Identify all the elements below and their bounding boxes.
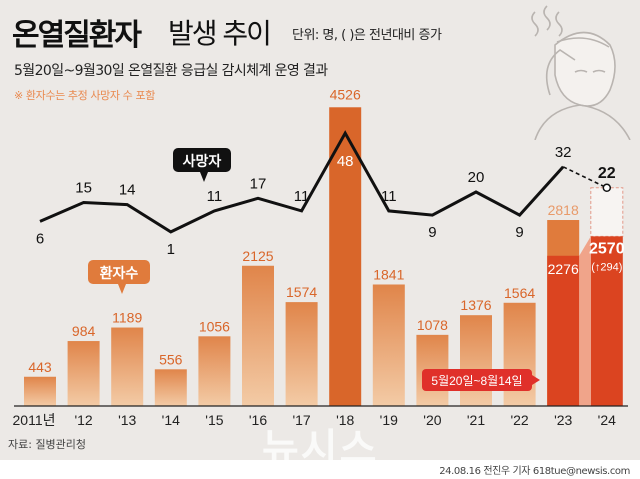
bar-2024-projection-box	[590, 187, 624, 237]
footnote: ※ 환자수는 추정 사망자 수 포함	[14, 89, 155, 102]
bar-value-label: 1056	[199, 318, 230, 334]
comparison-connector	[579, 236, 591, 406]
death-value-label: 17	[250, 175, 267, 192]
death-value-label: 20	[468, 169, 485, 186]
credit-label: 24.08.16 전진우 기자 618tue@newsis.com	[439, 466, 630, 477]
bar-value-label: 556	[159, 351, 183, 367]
bar-value-label: 2125	[242, 248, 273, 264]
increase-label: (↑294)	[591, 261, 622, 273]
x-tick-label: '19	[380, 412, 398, 428]
x-tick-label: '21	[467, 412, 485, 428]
bar-value-label: 1574	[286, 284, 317, 300]
bar-1	[67, 341, 100, 406]
legend-patients-callout: 환자수	[88, 260, 150, 294]
legend-deaths-callout: 사망자	[173, 148, 231, 182]
bar-value-label: 1189	[112, 310, 142, 326]
bar-0	[24, 376, 56, 406]
chart-title: 온열질환자	[12, 18, 142, 53]
death-value-label: 11	[381, 188, 397, 205]
x-tick-label: '17	[292, 412, 310, 428]
death-value-label: 32	[555, 144, 572, 161]
death-value-label: 11	[294, 188, 310, 205]
bar-value-label: 984	[72, 323, 96, 339]
bar-13	[590, 236, 623, 406]
heat-illness-person-illustration	[531, 5, 631, 140]
bar-value-label: 2818	[548, 202, 579, 218]
death-value-label: 48	[337, 153, 354, 170]
bar-10	[460, 315, 492, 406]
unit-note: 단위: 명, ( )은 전년대비 증가	[292, 28, 442, 43]
bar-5	[242, 265, 274, 406]
bar-2023-partial-label: 2276	[548, 261, 579, 277]
bar-value-label: 1376	[460, 297, 491, 313]
x-tick-label: '22	[510, 412, 528, 428]
bar-8	[372, 284, 405, 406]
legend-deaths-label: 사망자	[183, 153, 222, 169]
bar-3	[154, 369, 187, 406]
bar-2	[111, 327, 144, 406]
x-tick-label: '24	[598, 412, 616, 428]
death-value-label: 9	[515, 224, 523, 241]
partial-period-callout: 5월20일~8월14일	[422, 369, 540, 391]
deaths-line-projection	[562, 166, 608, 189]
death-value-label: 14	[119, 182, 136, 199]
bar-2023-partial	[547, 255, 580, 406]
legend-patients-label: 환자수	[100, 265, 139, 281]
x-tick-label: '12	[74, 412, 92, 428]
newsis-watermark: 뉴시스	[262, 426, 379, 472]
x-tick-label: '23	[554, 412, 572, 428]
source-label: 자료: 질병관리청	[8, 438, 87, 451]
bar-4	[198, 336, 231, 406]
bar-value-label: 1564	[504, 285, 535, 301]
deaths-point-2024	[602, 183, 612, 193]
death-value-label: 11	[207, 188, 223, 205]
deaths-line	[39, 130, 565, 234]
death-value-label: 1	[167, 241, 175, 258]
partial-period-label: 5월20일~8월14일	[431, 374, 522, 388]
x-tick-label: '18	[336, 412, 354, 428]
bar-6	[285, 302, 318, 406]
bar-7	[329, 107, 362, 406]
death-value-label: 15	[75, 180, 92, 197]
death-value-label: 9	[428, 224, 436, 241]
chart-subtitle: 5월20일~9월30일 온열질환 응급실 감시체계 운영 결과	[14, 63, 328, 79]
x-tick-label: '16	[249, 412, 267, 428]
death-value-label: 22	[598, 165, 616, 182]
bar-2024-label: 2570	[589, 240, 625, 257]
x-tick-label: '20	[423, 412, 441, 428]
death-value-label: 6	[36, 230, 44, 247]
x-tick-label: 2011년	[13, 412, 56, 428]
x-tick-label: '13	[118, 412, 136, 428]
chart: 443 984 1189 556 1056 2125 1574 4526 1841 1078 137…	[13, 86, 628, 428]
bar-value-label: 4526	[330, 86, 361, 102]
x-tick-label: '14	[162, 412, 180, 428]
bar-value-label: 1078	[417, 317, 448, 333]
chart-title-rest: 발생 추이	[168, 17, 272, 50]
x-tick-label: '15	[205, 412, 223, 428]
bar-value-label: 1841	[373, 266, 404, 282]
bar-value-label: 443	[28, 359, 52, 375]
